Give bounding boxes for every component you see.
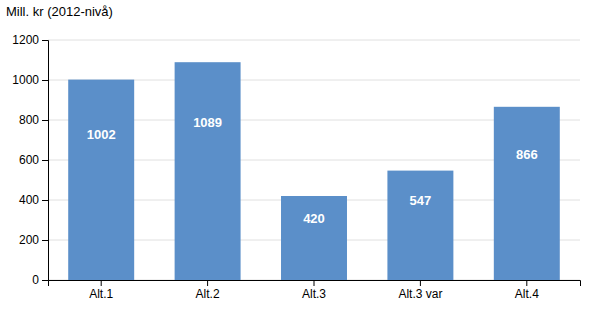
x-tick-label: Alt.3 (302, 287, 326, 301)
y-tick: 1000 (12, 73, 48, 87)
x-tick-label: Alt.3 var (398, 287, 442, 301)
y-tick-mark (42, 280, 48, 281)
y-axis-label: Mill. kr (2012-nivå) (6, 4, 113, 19)
y-tick-mark (42, 120, 48, 121)
bars (68, 62, 560, 280)
data-label: 1002 (87, 127, 116, 142)
chart: Mill. kr (2012-nivå) 0 200 400 600 800 1000 120… (0, 0, 596, 310)
y-tick-label: 1200 (12, 33, 39, 47)
x-tick: Alt.2 (196, 280, 220, 301)
y-tick-mark (42, 40, 48, 41)
bar (68, 80, 134, 280)
x-axis-line (49, 281, 581, 287)
x-tick-label: Alt.2 (196, 287, 220, 301)
y-tick-label: 0 (32, 273, 39, 287)
x-tick-mark (526, 280, 527, 286)
y-tick-label: 600 (19, 153, 39, 167)
y-tick-mark (42, 80, 48, 81)
bar (494, 107, 560, 280)
grid-line (48, 40, 580, 41)
y-tick: 600 (19, 153, 48, 167)
x-tick: Alt.3 (302, 280, 326, 301)
data-label: 547 (410, 193, 432, 208)
y-tick-mark (42, 160, 48, 161)
y-tick: 400 (19, 193, 48, 207)
y-tick: 0 (32, 273, 48, 287)
x-tick-mark (101, 280, 102, 286)
plot: 020040060080010001200Alt.1Alt.2Alt.3Alt.… (12, 33, 580, 300)
y-tick-label: 800 (19, 113, 39, 127)
y-tick-label: 400 (19, 193, 39, 207)
x-tick-label: Alt.4 (515, 287, 539, 301)
bar (387, 171, 453, 280)
y-tick-label: 200 (19, 233, 39, 247)
x-tick-mark (314, 280, 315, 286)
data-labels: 1002 1089 420 547 866 (87, 115, 538, 226)
x-tick: Alt.4 (515, 280, 539, 301)
bar (175, 62, 241, 280)
x-axis: Alt.1 Alt.2 Alt.3 Alt.3 var Alt.4 (49, 280, 581, 301)
x-tick-mark (207, 280, 208, 286)
x-tick: Alt.1 (89, 280, 113, 301)
y-tick-mark (42, 200, 48, 201)
y-tick-label: 1000 (12, 73, 39, 87)
y-tick: 1200 (12, 33, 48, 47)
data-label: 420 (303, 211, 325, 226)
y-tick-mark (42, 240, 48, 241)
x-tick-mark (420, 280, 421, 286)
y-axis: 0 200 400 600 800 1000 1200 (12, 33, 48, 287)
data-label: 866 (516, 147, 538, 162)
y-tick: 200 (19, 233, 48, 247)
x-tick: Alt.3 var (398, 280, 442, 301)
y-tick: 800 (19, 113, 48, 127)
data-label: 1089 (193, 115, 222, 130)
x-tick-label: Alt.1 (89, 287, 113, 301)
grid (48, 40, 580, 280)
bar (281, 196, 347, 280)
y-axis-line (42, 41, 49, 281)
